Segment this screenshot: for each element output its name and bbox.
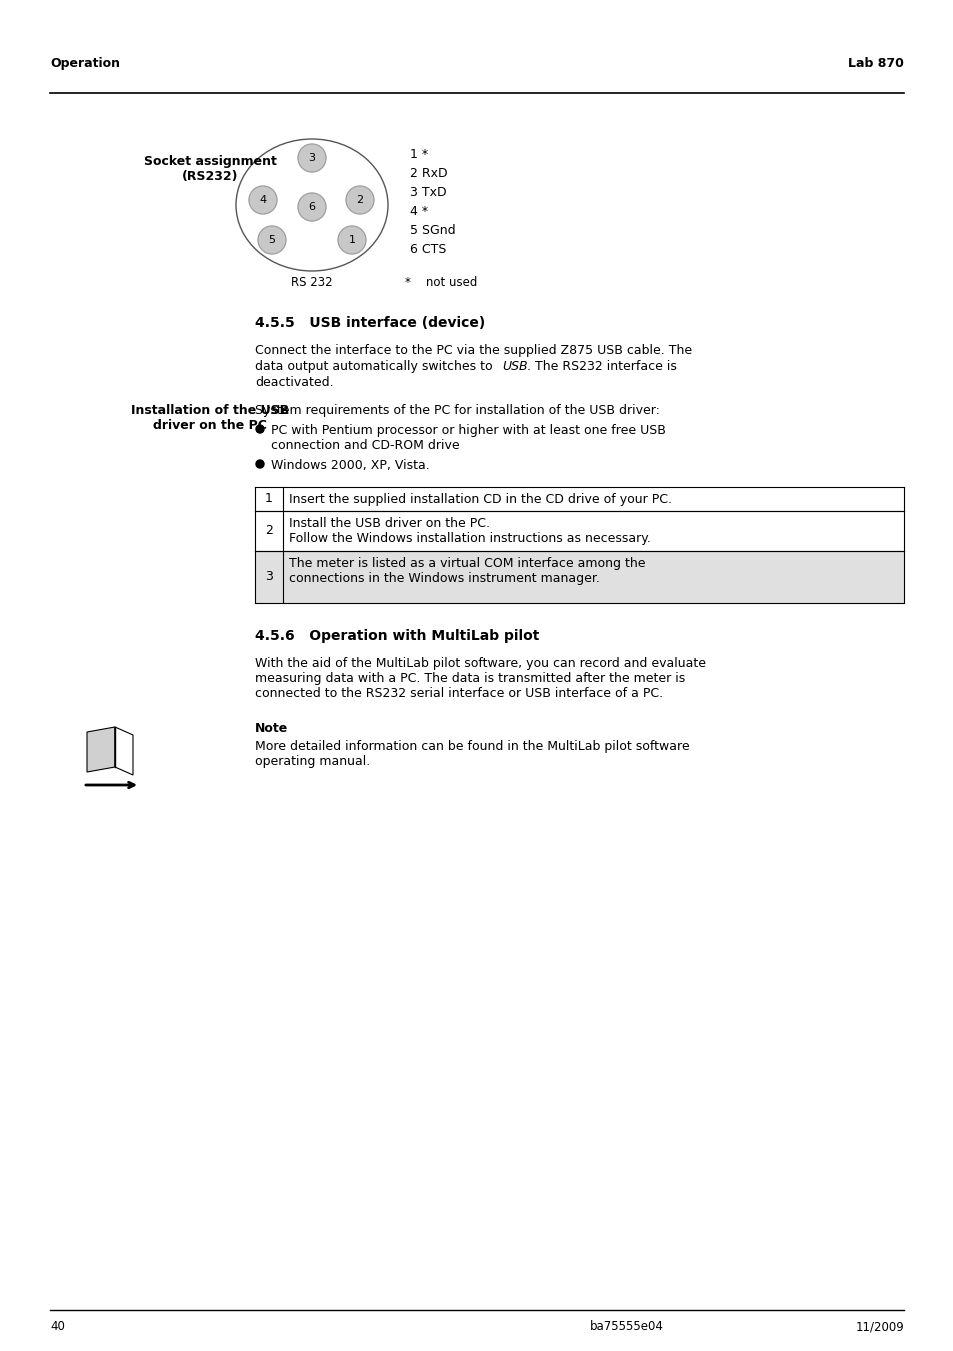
Text: Lab 870: Lab 870 — [847, 57, 903, 70]
Text: 3: 3 — [265, 570, 273, 584]
Text: Socket assignment
(RS232): Socket assignment (RS232) — [143, 155, 276, 182]
Text: 1: 1 — [265, 493, 273, 505]
Circle shape — [337, 226, 366, 254]
Text: 4.5.5   USB interface (device): 4.5.5 USB interface (device) — [254, 316, 485, 330]
Text: 1 *: 1 * — [410, 149, 428, 161]
Text: 2: 2 — [265, 524, 273, 538]
Text: PC with Pentium processor or higher with at least one free USB
connection and CD: PC with Pentium processor or higher with… — [271, 424, 665, 453]
Text: Note: Note — [254, 721, 288, 735]
Circle shape — [255, 459, 264, 467]
Circle shape — [346, 186, 374, 213]
Text: 6: 6 — [308, 203, 315, 212]
Text: RS 232: RS 232 — [291, 276, 333, 289]
Text: ba75555e04: ba75555e04 — [589, 1320, 663, 1333]
Polygon shape — [115, 727, 132, 775]
Text: Connect the interface to the PC via the supplied Z875 USB cable. The: Connect the interface to the PC via the … — [254, 345, 691, 357]
Text: 2 RxD: 2 RxD — [410, 168, 447, 180]
Text: *    not used: * not used — [405, 276, 476, 289]
Text: The meter is listed as a virtual COM interface among the
connections in the Wind: The meter is listed as a virtual COM int… — [289, 557, 645, 585]
Text: . The RS232 interface is: . The RS232 interface is — [526, 359, 677, 373]
Text: More detailed information can be found in the MultiLab pilot software
operating : More detailed information can be found i… — [254, 740, 689, 767]
Circle shape — [257, 226, 286, 254]
Text: Installation of the USB
driver on the PC: Installation of the USB driver on the PC — [131, 404, 289, 432]
Text: 5 SGnd: 5 SGnd — [410, 224, 456, 236]
Text: 4: 4 — [259, 195, 266, 205]
Text: deactivated.: deactivated. — [254, 376, 334, 389]
Text: 1: 1 — [348, 235, 355, 245]
Text: Operation: Operation — [50, 57, 120, 70]
Text: Insert the supplied installation CD in the CD drive of your PC.: Insert the supplied installation CD in t… — [289, 493, 671, 507]
Text: 4 *: 4 * — [410, 205, 428, 218]
Text: 3: 3 — [308, 153, 315, 163]
Text: 5: 5 — [268, 235, 275, 245]
Text: 2: 2 — [356, 195, 363, 205]
Circle shape — [249, 186, 276, 213]
Text: Install the USB driver on the PC.
Follow the Windows installation instructions a: Install the USB driver on the PC. Follow… — [289, 517, 650, 544]
Text: 11/2009: 11/2009 — [854, 1320, 903, 1333]
Text: Windows 2000, XP, Vista.: Windows 2000, XP, Vista. — [271, 459, 429, 471]
FancyBboxPatch shape — [254, 551, 903, 603]
Text: 40: 40 — [50, 1320, 65, 1333]
Text: 3 TxD: 3 TxD — [410, 186, 446, 199]
Circle shape — [255, 426, 264, 434]
Text: System requirements of the PC for installation of the USB driver:: System requirements of the PC for instal… — [254, 404, 659, 417]
Polygon shape — [87, 727, 115, 771]
Text: USB: USB — [501, 359, 527, 373]
Text: data output automatically switches to: data output automatically switches to — [254, 359, 497, 373]
Text: 6 CTS: 6 CTS — [410, 243, 446, 255]
Circle shape — [297, 145, 326, 172]
Circle shape — [297, 193, 326, 222]
Text: With the aid of the MultiLab pilot software, you can record and evaluate
measuri: With the aid of the MultiLab pilot softw… — [254, 657, 705, 700]
Text: 4.5.6   Operation with MultiLab pilot: 4.5.6 Operation with MultiLab pilot — [254, 630, 538, 643]
